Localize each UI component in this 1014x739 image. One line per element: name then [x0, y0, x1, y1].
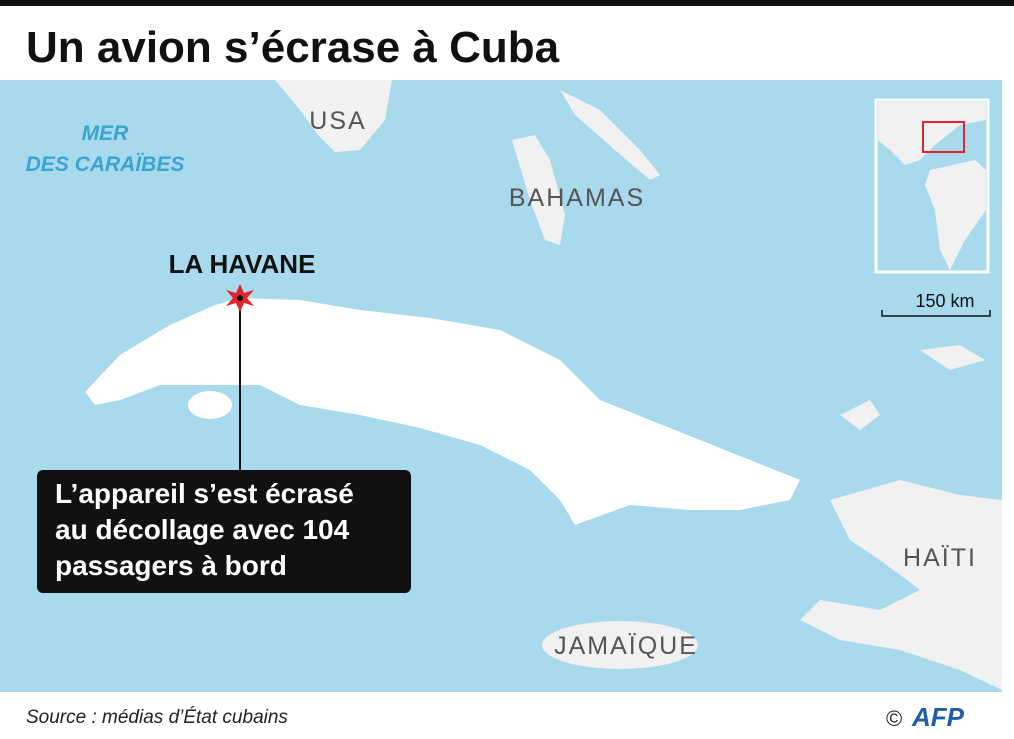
land	[275, 80, 1002, 690]
crash-point	[237, 295, 243, 301]
sea-label: MER	[82, 122, 130, 145]
title: Un avion s’écrase à Cuba	[26, 23, 560, 72]
city-label: LA HAVANE	[169, 249, 316, 279]
callout-text: passagers à bord	[55, 550, 287, 581]
inset-map	[874, 98, 990, 274]
copyright: ©	[886, 706, 902, 731]
callout-text: au décollage avec 104	[55, 514, 350, 545]
country-label: JAMAÏQUE	[554, 632, 698, 660]
logo: AFP	[911, 702, 965, 732]
source: Source : médias d’État cubains	[26, 707, 288, 728]
country-label: USA	[309, 107, 366, 135]
scale-label: 150 km	[915, 291, 974, 311]
scale-bar	[881, 310, 991, 317]
cuba	[85, 298, 800, 525]
country-label: HAÏTI	[903, 544, 977, 572]
country-label: BAHAMAS	[509, 184, 645, 212]
sea-label: DES CARAÏBES	[26, 153, 185, 176]
callout-box	[37, 470, 411, 593]
top-bar	[0, 0, 1014, 6]
isla-juventud	[188, 391, 232, 419]
callout-text: L’appareil s’est écrasé	[55, 478, 354, 509]
